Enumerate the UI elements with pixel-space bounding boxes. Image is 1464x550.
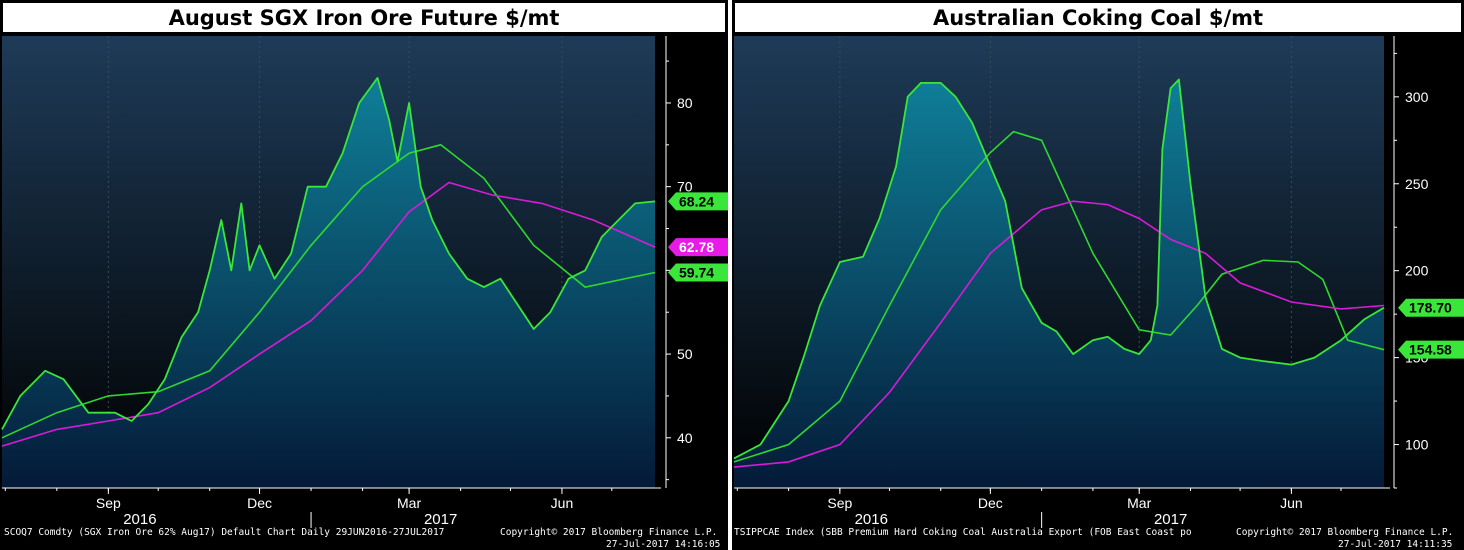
last-value-text: 59.74 xyxy=(679,265,714,281)
x-tick-label: Mar xyxy=(1127,495,1151,511)
last-value-text: 62.78 xyxy=(679,239,714,255)
year-label: 2016 xyxy=(123,511,156,528)
y-tick-label: 70 xyxy=(677,179,693,195)
last-value-label: 59.74 xyxy=(668,263,728,282)
year-label: 2016 xyxy=(855,511,888,528)
y-tick-label: 300 xyxy=(1405,89,1429,105)
moving-average-long-line xyxy=(1,181,656,447)
coking-coal-panel: Australian Coking Coal $/mt 100150200250… xyxy=(732,0,1464,550)
last-value-tag xyxy=(1398,298,1464,317)
x-tick-label: Mar xyxy=(397,495,421,511)
last-value-tag xyxy=(1398,340,1464,359)
iron-ore-panel: August SGX Iron Ore Future $/mt 40506070… xyxy=(0,0,728,550)
x-tick-label: Sep xyxy=(827,495,852,511)
x-tick-label: Jun xyxy=(1280,495,1303,511)
x-tick-label: Jun xyxy=(551,495,574,511)
chart-footer-source: TSIPPCAE Index (SBB Premium Hard Coking … xyxy=(734,527,1192,538)
price-area xyxy=(2,77,655,489)
chart-title-box: Australian Coking Coal $/mt xyxy=(734,2,1462,33)
x-tick-label: Dec xyxy=(247,495,272,511)
y-tick-label: 40 xyxy=(677,430,693,446)
chart-footer-copyright: Copyright© 2017 Bloomberg Finance L.P. xyxy=(1236,527,1454,538)
chart-footer-source: SCOQ7 Comdty (SGX Iron Ore 62% Aug17) De… xyxy=(4,527,445,538)
y-tick-label: 250 xyxy=(1405,176,1429,192)
y-tick-label: 50 xyxy=(677,346,693,362)
last-value-tag xyxy=(668,263,728,282)
x-tick-label: Dec xyxy=(978,495,1003,511)
y-tick-label: 80 xyxy=(677,95,693,111)
x-tick-label: Sep xyxy=(96,495,121,511)
price-area xyxy=(734,79,1384,488)
y-tick-label: 100 xyxy=(1405,437,1429,453)
chart-footer-date: 27-Jul-2017 14:11:35 xyxy=(1338,539,1453,550)
year-label: 2017 xyxy=(424,511,457,528)
chart-title-box: August SGX Iron Ore Future $/mt xyxy=(2,2,726,33)
chart-title: August SGX Iron Ore Future $/mt xyxy=(168,5,560,30)
last-value-tag xyxy=(668,192,728,211)
chart-footer-copyright: Copyright© 2017 Bloomberg Finance L.P. xyxy=(500,527,718,538)
price-line xyxy=(733,78,1385,460)
last-value-label: 68.24 xyxy=(668,192,728,211)
year-label: 2017 xyxy=(1154,511,1187,528)
moving-average-long-line xyxy=(733,200,1385,468)
price-line xyxy=(1,77,656,430)
moving-average-short-line xyxy=(733,130,1385,463)
chart-title: Australian Coking Coal $/mt xyxy=(932,5,1264,30)
last-value-text: 68.24 xyxy=(679,193,714,209)
coking-coal-chart: 100150200250300178.70154.58SepDecMarJun2… xyxy=(733,36,1464,528)
moving-average-short-line xyxy=(1,143,656,439)
y-tick-label: 200 xyxy=(1405,263,1429,279)
last-value-label: 62.78 xyxy=(668,238,728,257)
last-value-tag xyxy=(668,238,728,257)
last-value-label: 178.70 xyxy=(1398,298,1464,317)
iron-ore-chart: 405060708068.2462.7859.74SepDecMarJun201… xyxy=(1,36,728,528)
chart-footer-date: 27-Jul-2017 14:16:05 xyxy=(606,539,721,550)
last-value-label: 154.58 xyxy=(1398,340,1464,359)
last-value-text: 178.70 xyxy=(1409,300,1452,316)
last-value-text: 154.58 xyxy=(1409,342,1452,358)
